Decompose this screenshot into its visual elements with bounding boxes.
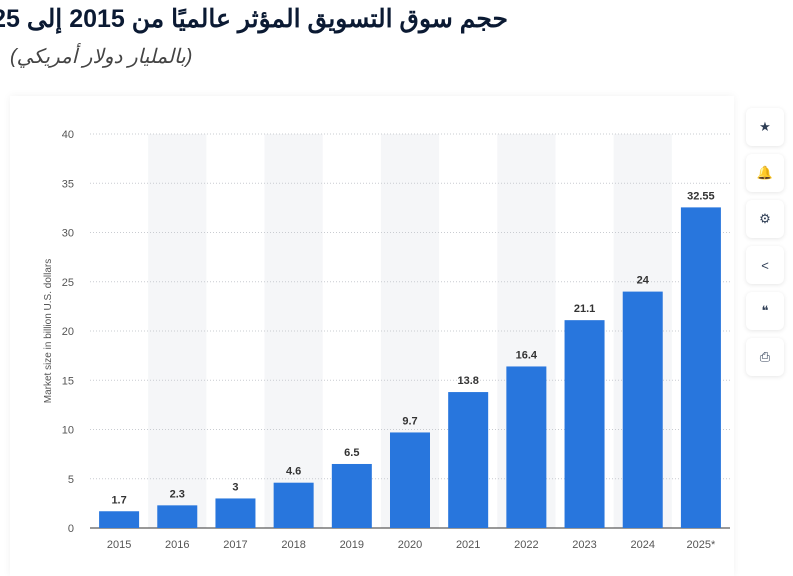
data-label: 13.8 (457, 375, 478, 387)
x-tick-label: 2018 (281, 539, 305, 551)
x-tick-label: 2022 (514, 539, 538, 551)
bar (273, 482, 314, 528)
x-tick-label: 2024 (630, 539, 654, 551)
data-label: 3 (232, 481, 238, 493)
data-label: 2.3 (170, 488, 185, 500)
star-icon: ★ (759, 119, 771, 134)
bar (215, 498, 256, 528)
x-tick-label: 2015 (107, 539, 131, 551)
quote-icon: ❝ (761, 303, 769, 318)
data-label: 32.55 (687, 190, 715, 202)
gear-icon: ⚙ (759, 211, 771, 226)
x-tick-label: 2019 (340, 539, 364, 551)
y-tick-label: 30 (62, 228, 74, 240)
x-tick-label: 2016 (165, 539, 189, 551)
share-icon: < (761, 257, 769, 273)
bar (99, 511, 140, 528)
data-label: 16.4 (516, 349, 538, 361)
gear-button[interactable]: ⚙ (746, 200, 784, 238)
y-tick-label: 40 (62, 129, 74, 141)
bar (331, 463, 372, 528)
print-icon: ⎙ (759, 349, 771, 364)
x-tick-label: 2017 (223, 539, 247, 551)
bell-button[interactable]: 🔔 (746, 154, 784, 192)
chart-subtitle: (بالمليار دولار أمريكي) (10, 46, 193, 68)
data-label: 4.6 (286, 466, 301, 478)
bar (506, 366, 547, 528)
chart-title: حجم سوق التسويق المؤثر عالميًا من 2015 إ… (0, 5, 508, 33)
bar-chart: 0 5 10 15 20 25 30 35 40 Market size in billion U… (43, 129, 730, 551)
column-band (264, 134, 323, 528)
y-tick-label: 25 (62, 277, 74, 289)
bar (564, 320, 605, 528)
x-tick-label: 2025* (687, 539, 716, 551)
x-tick-label: 2021 (456, 539, 480, 551)
chart-card (10, 96, 734, 576)
bell-icon: 🔔 (756, 165, 774, 180)
y-axis-label: Market size in billion U.S. dollars (43, 259, 54, 404)
print-button[interactable]: ⎙ (746, 338, 784, 376)
data-label: 21.1 (574, 303, 595, 315)
bar (390, 432, 430, 528)
data-label: 9.7 (402, 415, 417, 427)
bar (157, 505, 198, 528)
y-tick-label: 10 (62, 425, 74, 437)
bar (448, 392, 489, 528)
bar (680, 207, 721, 528)
star-button[interactable]: ★ (746, 108, 784, 146)
x-tick-label: 2020 (398, 539, 422, 551)
share-button[interactable]: < (746, 246, 784, 284)
x-tick-label: 2023 (572, 539, 596, 551)
y-tick-label: 15 (62, 375, 74, 387)
quote-button[interactable]: ❝ (746, 292, 784, 330)
y-tick-label: 0 (68, 523, 74, 535)
data-label: 1.7 (111, 494, 126, 506)
y-tick-label: 35 (62, 178, 74, 190)
bar (622, 291, 663, 528)
data-label: 24 (637, 275, 650, 287)
y-tick-label: 20 (62, 326, 74, 338)
data-label: 6.5 (344, 447, 359, 459)
y-tick-label: 5 (68, 474, 74, 486)
